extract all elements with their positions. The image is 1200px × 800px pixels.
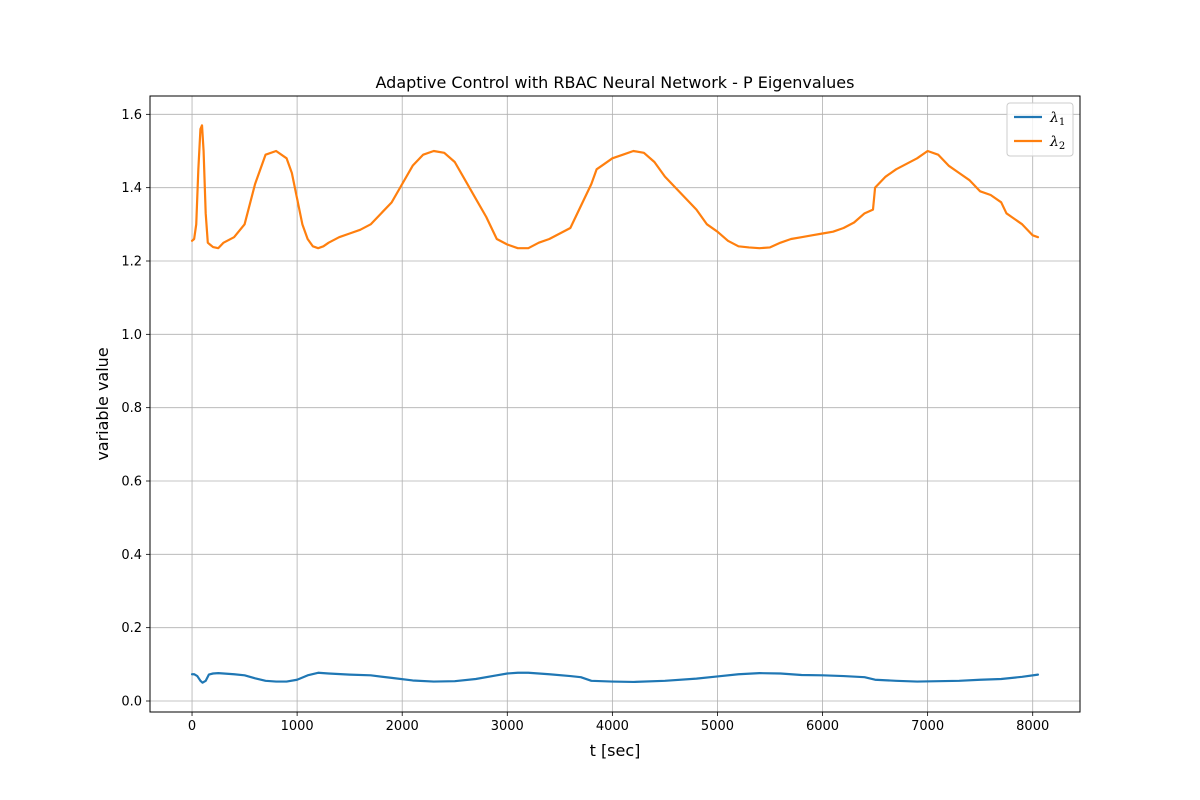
x-tick-label: 0 (188, 719, 196, 734)
series-layer (190, 124, 1040, 684)
x-tick-label: 7000 (911, 719, 944, 734)
legend-subscript-lambda2: 2 (1059, 141, 1065, 152)
y-tick-label: 0.4 (121, 548, 142, 563)
y-tick-label: 0.6 (121, 475, 142, 490)
series-line-lambda2 (190, 124, 1040, 250)
y-tick-label: 0.8 (121, 401, 142, 416)
x-tick-label: 4000 (596, 719, 629, 734)
y-tick-label: 0.0 (121, 695, 142, 710)
x-tick-label: 1000 (281, 719, 314, 734)
tick-layer: 0 1000 2000 3000 4000 5000 6000 7000 8000 0.0 0.2 0… (121, 108, 1049, 734)
y-tick-label: 1.6 (121, 108, 142, 123)
x-axis-label: t [sec] (590, 741, 641, 760)
y-tick-label: 0.2 (121, 621, 142, 636)
legend-subscript-lambda1: 1 (1059, 117, 1065, 128)
y-tick-label: 1.2 (121, 255, 142, 270)
x-tick-label: 8000 (1016, 719, 1049, 734)
x-tick-label: 6000 (806, 719, 839, 734)
plot-area-frame (149, 95, 1081, 713)
y-axis-label: variable value (93, 347, 112, 460)
chart-title: Adaptive Control with RBAC Neural Networ… (376, 73, 855, 92)
grid-layer (150, 96, 1080, 712)
x-tick-label: 5000 (701, 719, 734, 734)
x-tick-label: 2000 (386, 719, 419, 734)
y-tick-label: 1.4 (121, 181, 142, 196)
y-tick-label: 1.0 (121, 328, 142, 343)
series-line-lambda1 (190, 671, 1040, 684)
x-tick-label: 3000 (491, 719, 524, 734)
